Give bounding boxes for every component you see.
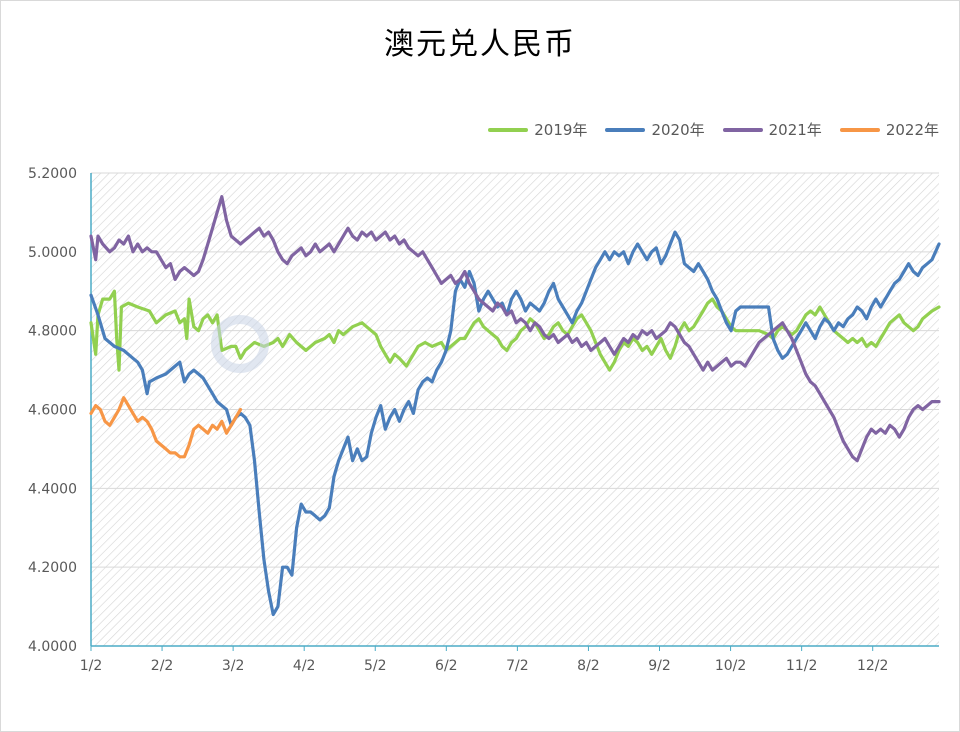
legend-swatch-2019	[488, 127, 529, 132]
x-tick-label: 1/2	[80, 658, 103, 674]
legend-item-2022[interactable]: 2022年	[839, 119, 939, 140]
legend-item-2019[interactable]: 2019年	[488, 119, 587, 140]
legend-item-2020[interactable]: 2020年	[605, 119, 705, 140]
axes: 4.0000 4.2000 4.4000 4.6000 4.8000 5.0000 5.20…	[28, 166, 939, 674]
legend-label-2019: 2019年	[534, 121, 588, 139]
x-tick-label: 6/2	[435, 658, 458, 674]
legend-label-2021: 2021年	[768, 121, 822, 139]
legend-label-2020: 2020年	[651, 121, 705, 139]
series-line-2021年	[89, 195, 941, 463]
y-tick-label: 5.0000	[28, 245, 77, 261]
legend-item-2021[interactable]: 2021年	[722, 119, 822, 140]
legend-label-2022: 2022年	[885, 121, 939, 139]
x-tick-label: 3/2	[222, 658, 245, 674]
x-tick-label: 7/2	[506, 658, 529, 674]
series-line-2020年	[89, 230, 941, 617]
gridlines	[91, 172, 939, 568]
y-tick-label: 4.4000	[28, 481, 77, 497]
series-line-2022年	[89, 396, 243, 459]
x-tick-label: 5/2	[364, 658, 387, 674]
y-tick-label: 4.6000	[28, 403, 77, 419]
watermark-logo	[211, 306, 279, 376]
chart-title: 澳元兑人民币	[384, 27, 576, 62]
x-tick-label: 8/2	[577, 658, 600, 674]
legend-swatch-2021	[722, 127, 763, 132]
x-tick-label: 12/2	[857, 658, 888, 674]
x-tick-label: 4/2	[293, 658, 316, 674]
x-tick-label: 9/2	[648, 658, 671, 674]
x-tick-label: 10/2	[715, 658, 746, 674]
x-tick-label: 11/2	[786, 658, 817, 674]
legend-swatch-2022	[839, 127, 880, 132]
legend: 2019年 2020年 2021年 2022年	[488, 119, 939, 140]
y-tick-label: 4.2000	[28, 560, 77, 576]
y-tick-label: 5.2000	[28, 166, 77, 182]
legend-swatch-2020	[605, 127, 646, 132]
y-tick-label: 4.8000	[28, 324, 77, 340]
y-tick-label: 4.0000	[28, 639, 77, 655]
x-tick-label: 2/2	[151, 658, 174, 674]
